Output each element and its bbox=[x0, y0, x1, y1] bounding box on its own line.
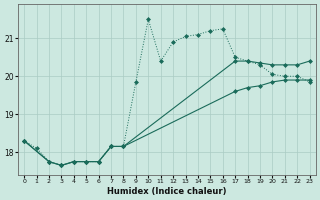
X-axis label: Humidex (Indice chaleur): Humidex (Indice chaleur) bbox=[107, 187, 227, 196]
